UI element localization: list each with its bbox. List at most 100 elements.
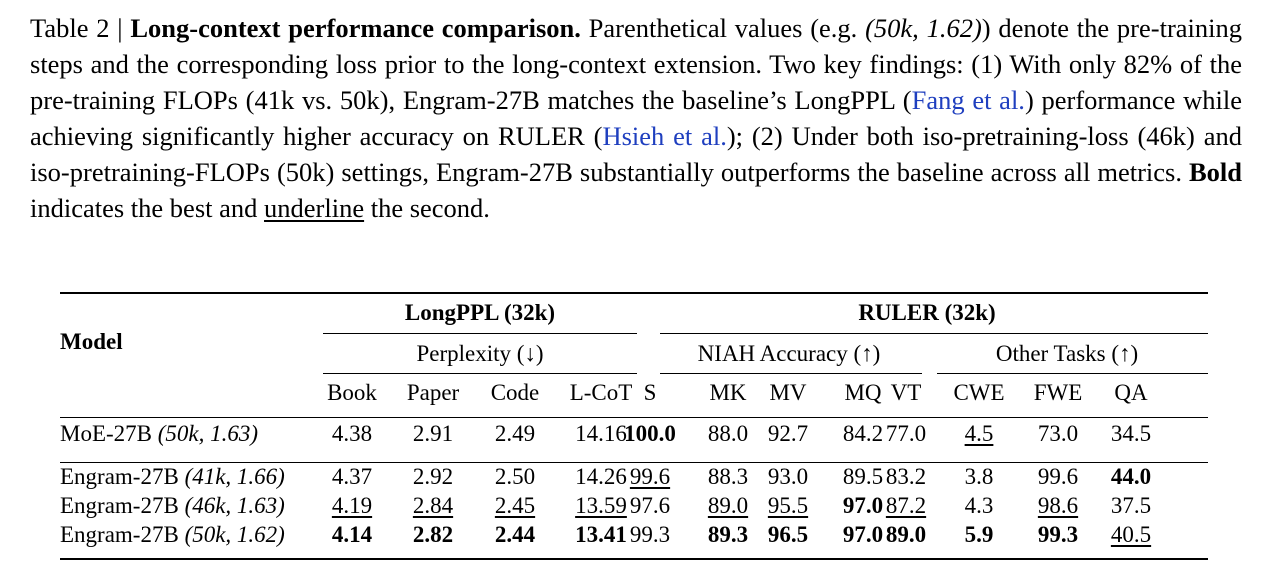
caption-text-6: the second. <box>370 193 490 223</box>
longppl-group-header: LongPPL (32k) <box>404 300 556 325</box>
ruler-group-header: RULER (32k) <box>858 300 996 325</box>
table-cell: 2.82 <box>412 522 454 547</box>
table-cell: 89.0 <box>707 493 749 518</box>
table-cell: 4.5 <box>964 421 994 446</box>
table-cell: 89.3 <box>707 522 749 547</box>
caption-title: Long-context performance comparison. <box>130 13 581 43</box>
table-cell: 93.0 <box>767 464 809 489</box>
table-cell: 99.6 <box>629 464 671 489</box>
caption-text-1: Parenthetical values (e.g. <box>588 13 858 43</box>
table-top-rule <box>60 292 1208 294</box>
table-cell: 2.50 <box>494 464 536 489</box>
table-cell: 87.2 <box>885 493 927 518</box>
table-cell: 2.84 <box>412 493 454 518</box>
table-cell: 5.9 <box>964 522 994 547</box>
table-cell: 97.6 <box>629 493 671 518</box>
model-config: (41k, 1.66) <box>184 464 285 489</box>
header-bottom-rule <box>60 417 1208 419</box>
table-cell: 99.6 <box>1037 464 1079 489</box>
table-cell: 2.49 <box>494 421 536 446</box>
column-header: L-CoT <box>569 380 633 405</box>
table-cell: 2.44 <box>494 522 536 547</box>
table-cell: 92.7 <box>767 421 809 446</box>
table-cell: 97.0 <box>842 522 884 547</box>
column-header: S <box>643 380 657 405</box>
table-cell: 4.38 <box>331 421 373 446</box>
citation-hsieh-link[interactable]: Hsieh et al. <box>602 121 727 151</box>
caption-example: (50k, 1.62) <box>865 13 982 43</box>
column-header: Book <box>327 380 377 405</box>
table-cell: 83.2 <box>885 464 927 489</box>
model-config: (50k, 1.63) <box>157 421 259 446</box>
caption-text-3: ) performance while achieving significan… <box>30 85 1242 151</box>
model-column-header: Model <box>60 329 123 354</box>
caption-underline-word: underline <box>264 193 365 223</box>
ruler-group-rule <box>660 333 1208 335</box>
caption-text-5: indicates the best and <box>30 193 258 223</box>
longppl-group-rule <box>323 333 637 335</box>
column-header: MV <box>769 380 807 405</box>
table-cell: 73.0 <box>1037 421 1079 446</box>
model-name: Engram-27B <box>60 493 179 518</box>
table-cell: 77.0 <box>885 421 927 446</box>
table-cell: 96.5 <box>767 522 809 547</box>
column-header: MK <box>709 380 747 405</box>
table-cell: 88.0 <box>707 421 749 446</box>
table-bottom-rule <box>60 558 1208 560</box>
column-header: MQ <box>844 380 882 405</box>
table-caption: Table 2 | Long-context performance compa… <box>30 10 1242 226</box>
model-name: Engram-27B <box>60 464 179 489</box>
caption-text-2: ) denote the pre-training steps and the … <box>30 13 1243 115</box>
caption-label: Table 2 | <box>30 13 123 43</box>
column-header: Code <box>490 380 540 405</box>
table-cell: 34.5 <box>1110 421 1152 446</box>
citation-fang-link[interactable]: Fang et al. <box>911 85 1025 115</box>
model-config: (46k, 1.63) <box>184 493 285 518</box>
table-cell: 4.3 <box>964 493 994 518</box>
niah-subgroup-rule <box>660 373 922 375</box>
table-cell: 44.0 <box>1110 464 1152 489</box>
caption-bold-word: Bold <box>1188 157 1243 187</box>
table-cell: 89.0 <box>885 522 927 547</box>
table-cell: 14.16 <box>575 421 627 446</box>
row-model-label: Engram-27B (50k, 1.62) <box>60 522 285 548</box>
table-cell: 13.59 <box>575 493 627 518</box>
table-cell: 13.41 <box>575 522 627 547</box>
table-cell: 99.3 <box>629 522 671 547</box>
row-model-label: Engram-27B (41k, 1.66) <box>60 464 285 490</box>
niah-subheader: NIAH Accuracy (↑) <box>697 341 881 366</box>
table-cell: 84.2 <box>842 421 884 446</box>
table-cell: 2.45 <box>494 493 536 518</box>
table-cell: 100.0 <box>624 421 676 446</box>
table-cell: 99.3 <box>1037 522 1079 547</box>
table-cell: 37.5 <box>1110 493 1152 518</box>
column-header: CWE <box>953 380 1005 405</box>
table-cell: 4.37 <box>331 464 373 489</box>
table-cell: 88.3 <box>707 464 749 489</box>
table-cell: 40.5 <box>1110 522 1152 547</box>
table-cell: 97.0 <box>842 493 884 518</box>
table-cell: 98.6 <box>1037 493 1079 518</box>
table-cell: 89.5 <box>842 464 884 489</box>
column-header: QA <box>1114 380 1148 405</box>
model-name: MoE-27B <box>60 421 152 446</box>
table-cell: 95.5 <box>767 493 809 518</box>
table-cell: 14.26 <box>575 464 627 489</box>
model-name: Engram-27B <box>60 522 179 547</box>
baseline-separator-rule <box>60 462 1208 464</box>
perplexity-subheader: Perplexity (↓) <box>416 341 544 366</box>
table-cell: 2.91 <box>412 421 454 446</box>
other-tasks-subheader: Other Tasks (↑) <box>995 341 1139 366</box>
column-header: FWE <box>1033 380 1083 405</box>
caption-text-4: ); (2) Under both iso-pretraining-loss (… <box>30 121 1242 187</box>
table-cell: 2.92 <box>412 464 454 489</box>
column-header: Paper <box>406 380 460 405</box>
column-header: VT <box>890 380 922 405</box>
other-subgroup-rule <box>937 373 1208 375</box>
table-cell: 4.14 <box>331 522 373 547</box>
table-cell: 4.19 <box>331 493 373 518</box>
perplexity-subgroup-rule <box>323 373 637 375</box>
row-model-label: Engram-27B (46k, 1.63) <box>60 493 285 519</box>
table-cell: 3.8 <box>964 464 994 489</box>
row-model-label: MoE-27B (50k, 1.63) <box>60 421 258 447</box>
